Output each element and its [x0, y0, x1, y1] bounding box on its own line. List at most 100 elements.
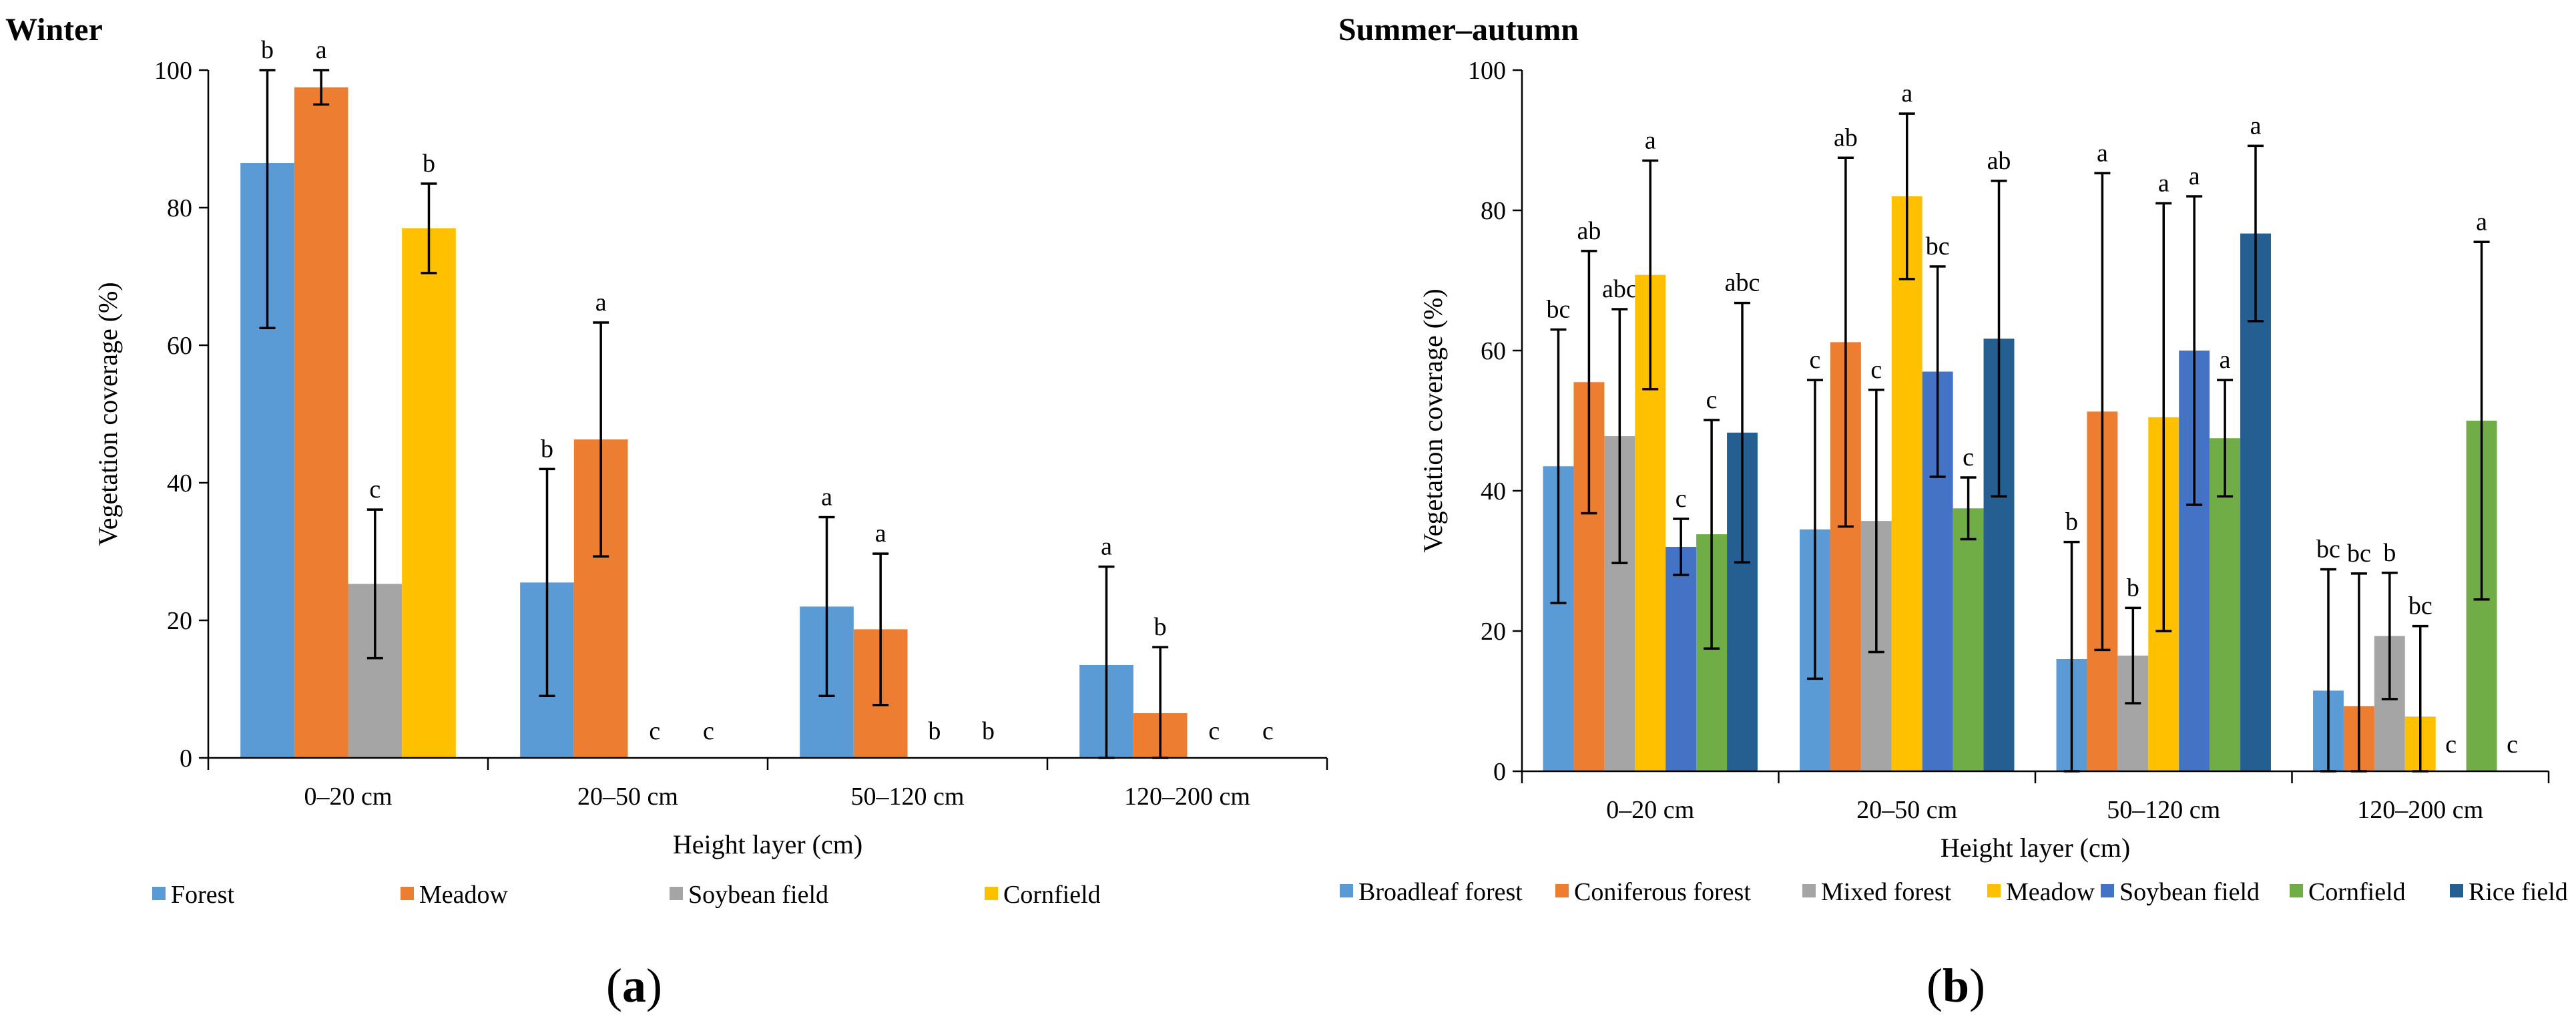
y-tick-label: 0 [1493, 758, 1506, 786]
significance-letter: c [1963, 443, 1974, 471]
y-tick-label: 20 [1481, 618, 1506, 646]
legend-label: Forest [171, 881, 234, 909]
significance-letter: a [1645, 126, 1656, 154]
legend-swatch [1555, 884, 1569, 897]
bar [402, 228, 456, 758]
significance-letter: b [2383, 539, 2396, 567]
significance-letter: b [2127, 574, 2139, 602]
significance-letter: bc [2316, 536, 2340, 564]
significance-letter: b [1154, 613, 1167, 641]
significance-letter: bc [2347, 540, 2371, 568]
bar [2240, 233, 2271, 771]
panel-letter: b [1943, 959, 1969, 1012]
legend-swatch [2101, 884, 2114, 897]
significance-letter: a [1901, 79, 1912, 108]
significance-letter: a [2097, 139, 2108, 167]
significance-letter: c [1810, 346, 1821, 374]
legend-swatch [1340, 884, 1353, 897]
significance-letter: a [2189, 162, 2200, 190]
significance-letter: bc [1547, 296, 1571, 324]
legend-label: Cornfield [2308, 878, 2406, 906]
significance-letter: b [2065, 508, 2078, 536]
x-tick-label: 50–120 cm [851, 783, 965, 811]
significance-letter: abc [1602, 275, 1637, 303]
legend-label: Broadleaf forest [1358, 878, 1523, 906]
y-tick-label: 40 [1481, 477, 1506, 505]
legend-label: Mixed forest [1821, 878, 1952, 906]
legend-swatch [401, 887, 414, 900]
significance-letter: a [595, 288, 607, 317]
y-tick-label: 20 [167, 607, 192, 635]
panel-label: (b) [1926, 959, 1985, 1012]
bar [1953, 508, 1984, 771]
x-axis-label: Height layer (cm) [673, 829, 862, 859]
legend-swatch [2450, 884, 2463, 897]
bar [294, 87, 348, 758]
significance-letter: c [649, 717, 660, 745]
legend-swatch [985, 887, 998, 900]
significance-letter: a [1101, 533, 1112, 561]
significance-letter: a [2158, 170, 2169, 198]
significance-letter: c [2507, 731, 2518, 759]
legend-label: Rice field [2469, 878, 2568, 906]
x-tick-label: 20–50 cm [577, 783, 678, 811]
legend-swatch [1987, 884, 2001, 897]
significance-letter: c [1870, 356, 1882, 384]
legend-swatch [2290, 884, 2303, 897]
significance-letter: c [1676, 485, 1687, 513]
legend-label: Soybean field [688, 881, 828, 909]
significance-letter: a [2250, 112, 2262, 140]
significance-letter: ab [1577, 217, 1601, 245]
panel-label: (a) [606, 959, 662, 1012]
legend-swatch [152, 887, 166, 900]
bar [1891, 196, 1922, 771]
significance-letter: c [2445, 731, 2457, 759]
y-tick-label: 80 [167, 194, 192, 222]
chart-summer-autumn: Summer–autumn 0 20 40 60 80 100 Vegetation cove… [1338, 12, 2568, 1012]
significance-letter: c [1262, 717, 1274, 745]
y-tick-label: 60 [1481, 337, 1506, 365]
significance-letter: abc [1725, 269, 1760, 297]
chart-title: Winter [5, 12, 103, 47]
bar [1665, 547, 1697, 771]
legend-label: Coniferous forest [1574, 878, 1751, 906]
significance-letter: b [423, 150, 435, 178]
y-tick-label: 0 [180, 745, 192, 773]
x-axis-label: Height layer (cm) [1941, 833, 2130, 863]
legend-swatch [670, 887, 683, 900]
chart-title: Summer–autumn [1338, 12, 1579, 47]
x-tick-label: 0–20 cm [304, 783, 393, 811]
significance-letter: c [1208, 717, 1220, 745]
y-tick-label: 60 [167, 332, 192, 360]
significance-letter: a [821, 483, 832, 511]
legend-swatch [1802, 884, 1816, 897]
significance-letter: c [369, 475, 380, 503]
y-axis-label: Vegetation coverage (%) [1418, 288, 1448, 552]
significance-letter: c [1706, 386, 1718, 414]
x-tick-label: 120–200 cm [2357, 796, 2483, 824]
chart-winter: Winter 0 20 40 60 80 100 Vegetation coverage (%… [5, 12, 1328, 1012]
panel-letter: a [622, 959, 646, 1012]
y-axis-label: Vegetation coverage (%) [93, 282, 123, 546]
significance-letter: ab [1834, 124, 1858, 152]
legend-label: Soybean field [2119, 878, 2260, 906]
x-tick-label: 120–200 cm [1124, 783, 1250, 811]
significance-letter: a [2220, 346, 2231, 374]
y-tick-label: 100 [154, 57, 192, 85]
legend-label: Cornfield [1003, 881, 1101, 909]
significance-letter: b [541, 435, 553, 463]
significance-letter: c [703, 717, 714, 745]
significance-letter: ab [1987, 147, 2011, 175]
significance-letter: b [928, 717, 941, 745]
x-tick-label: 0–20 cm [1606, 796, 1694, 824]
legend-label: Meadow [419, 881, 509, 909]
significance-letter: bc [2408, 592, 2432, 620]
y-tick-label: 100 [1468, 57, 1506, 85]
significance-letter: a [2476, 208, 2487, 236]
x-tick-label: 20–50 cm [1856, 796, 1957, 824]
significance-letter: b [261, 36, 274, 64]
x-tick-label: 50–120 cm [2107, 796, 2220, 824]
significance-letter: a [316, 36, 327, 64]
significance-letter: b [982, 717, 995, 745]
